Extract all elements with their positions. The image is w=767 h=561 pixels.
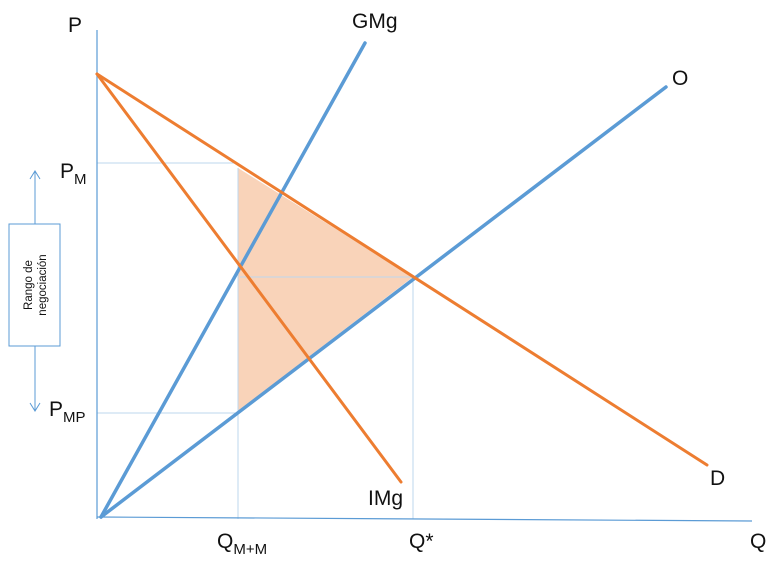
- img-curve: [95, 72, 403, 484]
- img-label: IMg: [368, 487, 403, 510]
- demand-label: D: [710, 467, 725, 490]
- price-pmp-label: PMP: [49, 398, 86, 426]
- demand-curve: [95, 72, 709, 467]
- quantity-qmm-label: QM+M: [217, 530, 267, 558]
- negotiation-range-line1: Rango de: [23, 260, 35, 310]
- negotiation-range-box: [8, 223, 61, 347]
- quantity-qmm-base: Q: [217, 530, 233, 553]
- price-pm-label: PM: [60, 160, 87, 188]
- quantity-qstar-label: Q*: [409, 530, 434, 553]
- y-axis-label: P: [68, 14, 82, 37]
- gmg-label: GMg: [352, 10, 398, 33]
- gmg-curve: [99, 41, 367, 519]
- negotiation-range-arrow: [29, 170, 41, 412]
- shaded-area: [238, 168, 413, 411]
- price-pmp-base: P: [49, 398, 63, 421]
- guide-lines: [97, 162, 414, 519]
- supply-curve: [99, 85, 668, 519]
- price-pm-sub: M: [74, 171, 87, 188]
- negotiation-range-line2: negociación: [37, 254, 49, 315]
- price-pmp-sub: MP: [63, 409, 86, 426]
- supply-label: O: [672, 67, 688, 90]
- x-axis-label: Q: [750, 530, 766, 553]
- x-axis: [96, 516, 753, 522]
- price-pm-base: P: [60, 160, 74, 183]
- quantity-qmm-sub: M+M: [233, 541, 267, 558]
